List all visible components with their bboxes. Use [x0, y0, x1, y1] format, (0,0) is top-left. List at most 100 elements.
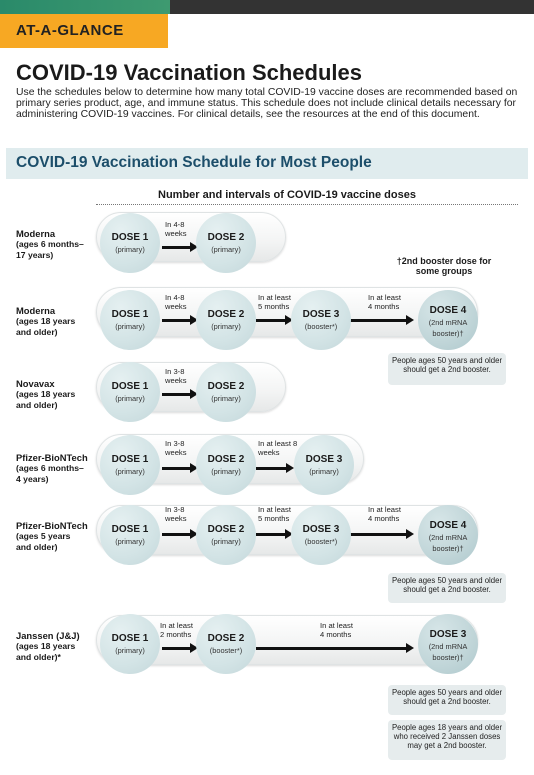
dose-circle: DOSE 2 (primary)	[196, 290, 256, 350]
dose-subtitle: (primary)	[115, 467, 145, 476]
interval-line: In 3-8	[165, 367, 185, 376]
dose-title: DOSE 2	[207, 454, 245, 465]
dose-subtitle: (2nd mRNA	[428, 533, 468, 542]
vaccine-label: Janssen (J&J) (ages 18 years and older)*	[16, 630, 80, 663]
dose-title: DOSE 2	[207, 232, 245, 243]
dose-title: DOSE 1	[111, 454, 149, 465]
interval-arrow	[350, 529, 414, 539]
interval-line: weeks	[165, 376, 187, 385]
interval-arrow	[256, 315, 293, 325]
section-title: COVID-19 Vaccination Schedule for Most P…	[16, 154, 372, 171]
interval-line: weeks	[165, 448, 187, 457]
interval-label: In at least 4 months	[320, 621, 353, 639]
dose-circle: DOSE 1 (primary)	[100, 362, 160, 422]
intro-paragraph: Use the schedules below to determine how…	[16, 87, 518, 120]
dose-circle: DOSE 3 (booster*)	[291, 290, 351, 350]
interval-label: In at least 4 months	[368, 293, 401, 311]
vaccine-name: Janssen (J&J)	[16, 630, 80, 641]
vaccine-age: (ages 6 months–	[16, 463, 84, 473]
dose-circle: DOSE 1 (primary)	[100, 290, 160, 350]
dose-subtitle: booster)†	[432, 544, 464, 553]
dose-circle: DOSE 4 (2nd mRNA booster)†	[418, 505, 478, 565]
dose-circle: DOSE 4 (2nd mRNA booster)†	[418, 290, 478, 350]
interval-arrow	[162, 463, 198, 473]
dose-circle: DOSE 2 (primary)	[196, 435, 256, 495]
dose-subtitle: (primary)	[115, 646, 145, 655]
dose-subtitle: (primary)	[211, 537, 241, 546]
heading-divider	[96, 204, 518, 205]
interval-line: weeks	[165, 229, 187, 238]
interval-line: In at least	[320, 621, 353, 630]
dose-circle: DOSE 3 (primary)	[294, 435, 354, 495]
vaccine-name: Moderna	[16, 305, 56, 316]
dose-subtitle: booster)†	[432, 329, 464, 338]
dose-title: DOSE 3	[302, 524, 340, 535]
dose-subtitle: (primary)	[115, 537, 145, 546]
vaccine-name: Pfizer-BioNTech	[16, 520, 88, 531]
vaccine-name: Pfizer-BioNTech	[16, 452, 88, 463]
vaccine-age: (ages 18 years	[16, 641, 76, 651]
interval-line: In 4-8	[165, 220, 185, 229]
dose-subtitle: (primary)	[211, 245, 241, 254]
dose-title: DOSE 3	[305, 454, 343, 465]
at-a-glance-label: AT-A-GLANCE	[16, 22, 124, 39]
dose-title: DOSE 2	[207, 309, 245, 320]
booster-guidance-note: People ages 18 years and older who recei…	[388, 720, 506, 760]
interval-arrow	[162, 242, 198, 252]
interval-line: 5 months	[258, 514, 290, 523]
interval-arrow	[256, 529, 293, 539]
booster-guidance-note: People ages 50 years and older should ge…	[388, 573, 506, 603]
interval-line: In at least	[258, 293, 291, 302]
interval-label: In 3-8 weeks	[165, 367, 187, 385]
page-title: COVID-19 Vaccination Schedules	[16, 60, 363, 85]
dose-subtitle: (booster*)	[304, 537, 338, 546]
interval-arrow	[162, 643, 198, 653]
dose-circle: DOSE 2 (primary)	[196, 362, 256, 422]
interval-line: In at least	[258, 505, 291, 514]
interval-line: 4 months	[368, 514, 400, 523]
interval-line: weeks	[258, 448, 280, 457]
dose-subtitle: (primary)	[211, 394, 241, 403]
vaccine-label: Moderna (ages 6 months– 17 years)	[16, 228, 84, 261]
dose-title: DOSE 2	[207, 633, 245, 644]
vaccine-age: 17 years)	[16, 250, 54, 260]
interval-line: In 3-8	[165, 439, 185, 448]
interval-label: In at least 8 weeks	[258, 439, 297, 457]
interval-line: 5 months	[258, 302, 290, 311]
interval-label: In 3-8 weeks	[165, 439, 187, 457]
top-bar-accent	[0, 0, 170, 14]
interval-label: In at least 5 months	[258, 505, 291, 523]
dose-circle: DOSE 2 (booster*)	[196, 614, 256, 674]
vaccine-age: (ages 6 months–	[16, 239, 84, 249]
dose-subtitle: (primary)	[211, 322, 241, 331]
dose-subtitle: (booster*)	[304, 322, 338, 331]
interval-line: In 3-8	[165, 505, 185, 514]
dose-circle: DOSE 2 (primary)	[196, 213, 256, 273]
interval-arrow	[256, 643, 414, 653]
interval-arrow	[350, 315, 414, 325]
dose-subtitle: (primary)	[309, 467, 339, 476]
interval-line: In at least	[160, 621, 193, 630]
dose-subtitle: (primary)	[115, 394, 145, 403]
vaccine-age: and older)	[16, 400, 58, 410]
dose-title: DOSE 1	[111, 309, 149, 320]
interval-label: In 4-8 weeks	[165, 293, 187, 311]
dose-circle: DOSE 1 (primary)	[100, 614, 160, 674]
interval-line: weeks	[165, 514, 187, 523]
interval-arrow	[162, 389, 198, 399]
dose-subtitle: booster)†	[432, 653, 464, 662]
vaccine-age: (ages 5 years	[16, 531, 71, 541]
interval-label: In at least 2 months	[160, 621, 193, 639]
vaccine-label: Novavax (ages 18 years and older)	[16, 378, 75, 411]
dose-title: DOSE 2	[207, 524, 245, 535]
interval-line: In at least	[368, 505, 401, 514]
section-band: COVID-19 Vaccination Schedule for Most P…	[6, 148, 528, 179]
vaccine-age: and older)*	[16, 652, 61, 662]
interval-line: 4 months	[368, 302, 400, 311]
dose-circle: DOSE 1 (primary)	[100, 435, 160, 495]
interval-label: In 3-8 weeks	[165, 505, 187, 523]
interval-line: 4 months	[320, 630, 352, 639]
second-booster-note: †2nd booster dose for some groups	[384, 256, 504, 276]
dose-title: DOSE 4	[429, 520, 467, 531]
dose-circle: DOSE 1 (primary)	[100, 213, 160, 273]
